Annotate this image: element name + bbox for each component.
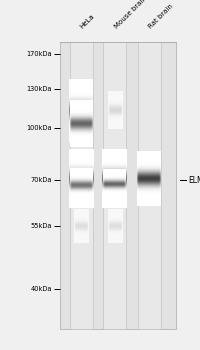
Text: 55kDa: 55kDa (30, 223, 52, 229)
Text: Rat brain: Rat brain (147, 3, 174, 30)
Text: 170kDa: 170kDa (26, 51, 52, 57)
Text: Mouse brain: Mouse brain (113, 0, 148, 30)
Bar (104, 42, 126, 329)
Text: HeLa: HeLa (79, 13, 96, 30)
Bar (138, 42, 160, 329)
Text: 100kDa: 100kDa (26, 125, 52, 131)
Text: ELMO2: ELMO2 (188, 176, 200, 185)
Text: 130kDa: 130kDa (26, 86, 52, 92)
Text: 70kDa: 70kDa (30, 177, 52, 183)
Bar (60, 42, 176, 329)
Bar (70, 42, 92, 329)
Text: 40kDa: 40kDa (30, 286, 52, 292)
